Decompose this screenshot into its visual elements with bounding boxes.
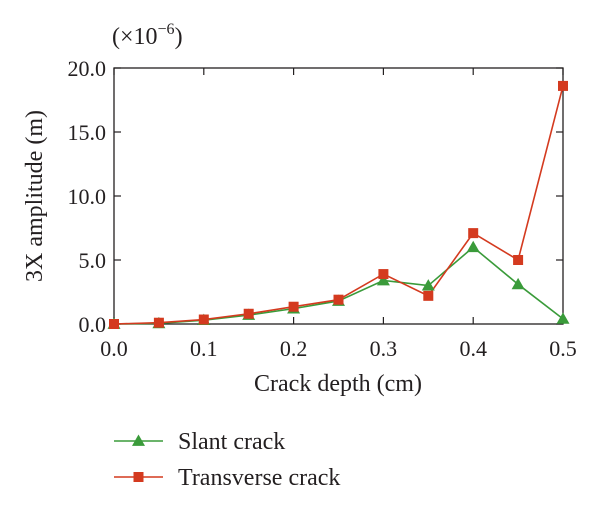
- transverse-crack-point: [423, 290, 434, 301]
- y-tick-label: 10.0: [68, 184, 107, 209]
- transverse-crack-point: [378, 269, 389, 280]
- slant-crack-point: [511, 277, 525, 290]
- slant-crack-line: [113, 246, 564, 325]
- x-tick-label: 0.2: [280, 336, 308, 361]
- slant-crack-point: [421, 279, 435, 291]
- series-lines: [113, 85, 564, 325]
- y-tick-label: 0.0: [79, 312, 107, 337]
- plot-frame: [113, 67, 564, 325]
- legend-slant-crack-label: Slant crack: [178, 429, 285, 455]
- legend-transverse-crack-marker: [133, 472, 144, 482]
- x-tick-label: 0.0: [100, 336, 128, 361]
- legend-slant-crack-marker: [132, 434, 145, 446]
- transverse-crack-point: [243, 308, 254, 319]
- axis-ticks: 0.0 0.1 0.2 0.3 0.4 0.5 0.0 5.0 10.0 15.0 20.0: [68, 56, 577, 361]
- transverse-crack-point: [288, 301, 299, 312]
- y-multiplier-exponent: −6: [158, 21, 175, 38]
- series-markers: [107, 80, 570, 329]
- transverse-crack-point: [153, 317, 164, 328]
- x-tick-label: 0.4: [459, 336, 487, 361]
- y-multiplier-label: (×10−6): [112, 21, 183, 50]
- x-axis-label: Crack depth (cm): [254, 371, 422, 397]
- y-multiplier-close: ): [175, 24, 183, 50]
- transverse-crack-point: [198, 314, 209, 325]
- legend-transverse-crack-label: Transverse crack: [178, 465, 340, 491]
- slant-crack-point: [466, 240, 480, 253]
- x-tick-label: 0.3: [370, 336, 398, 361]
- x-tick-label: 0.5: [549, 336, 577, 361]
- y-tick-label: 20.0: [68, 56, 107, 81]
- transverse-crack-point: [333, 294, 344, 305]
- slant-crack-point: [556, 312, 570, 324]
- transverse-crack-point: [558, 80, 568, 91]
- legend: Slant crack Transverse crack: [114, 429, 340, 491]
- y-tick-label: 15.0: [68, 120, 107, 145]
- y-multiplier-base: (×10: [112, 24, 158, 50]
- y-axis-label: 3X amplitude (m): [22, 110, 48, 282]
- y-tick-label: 5.0: [79, 248, 107, 273]
- transverse-crack-point: [109, 319, 119, 329]
- transverse-crack-line: [113, 85, 564, 325]
- transverse-crack-point: [468, 228, 479, 239]
- x-tick-label: 0.1: [190, 336, 218, 361]
- slant-crack-point: [376, 273, 390, 286]
- transverse-crack-point: [513, 255, 524, 265]
